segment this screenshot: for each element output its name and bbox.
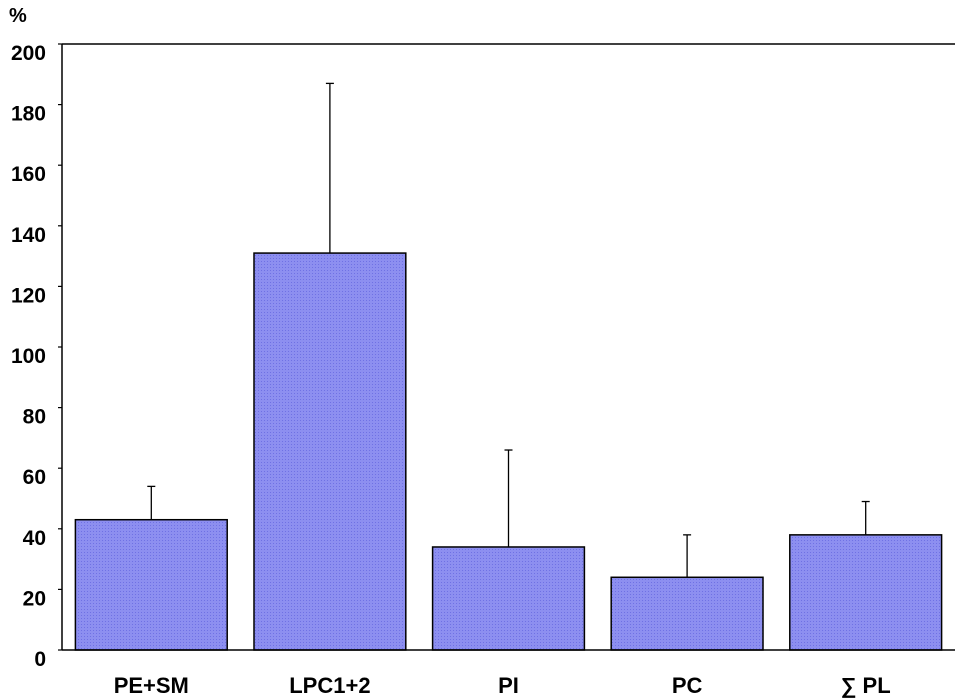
x-category-label: PC [672,673,703,698]
bar [74,518,228,651]
x-axis-labels: PE+SM LPC1+2 PI PC ∑ PL [114,673,891,698]
y-axis-ticks: 0 20 40 60 80 100 120 140 160 180 200 [11,42,62,671]
y-tick-label: 200 [11,42,46,65]
y-tick-label: 80 [23,406,46,429]
bar [253,252,407,651]
x-category-label: PE+SM [114,673,189,698]
y-tick-label: 40 [23,527,46,550]
y-tick-label: 180 [11,103,46,126]
y-tick-label: 100 [11,345,46,368]
y-tick-label: 140 [11,224,46,247]
y-axis-unit-label: % [9,5,27,27]
x-category-label: LPC1+2 [289,673,370,698]
bar [789,534,943,651]
y-tick-label: 60 [23,466,46,489]
bar [431,546,586,651]
x-category-label: ∑ PL [841,673,891,698]
bar [610,576,764,651]
y-tick-label: 0 [34,648,46,671]
x-category-label: PI [498,673,519,698]
y-tick-label: 20 [23,587,46,610]
y-tick-label: 120 [11,284,46,307]
bars-group [74,252,943,651]
y-tick-label: 160 [11,163,46,186]
error-bars-group [147,82,870,578]
